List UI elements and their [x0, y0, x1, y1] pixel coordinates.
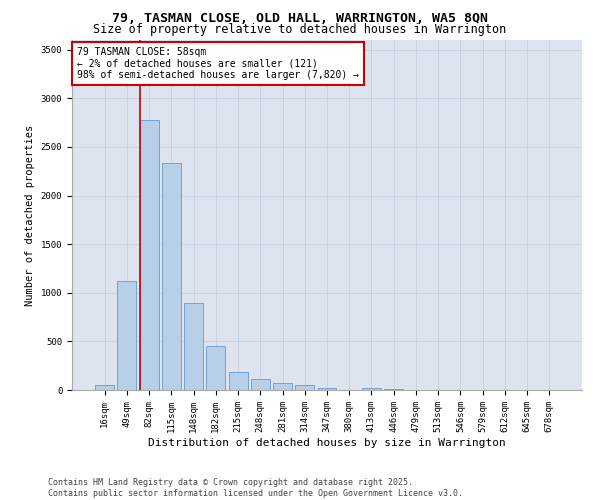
X-axis label: Distribution of detached houses by size in Warrington: Distribution of detached houses by size … [148, 438, 506, 448]
Bar [273, 382, 292, 390]
Bar [362, 388, 381, 390]
Bar [162, 162, 181, 390]
Bar [206, 346, 225, 390]
Text: Size of property relative to detached houses in Warrington: Size of property relative to detached ho… [94, 22, 506, 36]
Text: 79, TASMAN CLOSE, OLD HALL, WARRINGTON, WA5 8QN: 79, TASMAN CLOSE, OLD HALL, WARRINGTON, … [112, 12, 488, 26]
Bar [118, 281, 136, 390]
Text: 79 TASMAN CLOSE: 58sqm
← 2% of detached houses are smaller (121)
98% of semi-det: 79 TASMAN CLOSE: 58sqm ← 2% of detached … [77, 47, 359, 80]
Bar [95, 385, 114, 390]
Bar [229, 372, 248, 390]
Y-axis label: Number of detached properties: Number of detached properties [25, 124, 35, 306]
Bar [295, 384, 314, 390]
Bar [251, 379, 270, 390]
Bar [140, 120, 158, 390]
Bar [184, 304, 203, 390]
Text: Contains HM Land Registry data © Crown copyright and database right 2025.
Contai: Contains HM Land Registry data © Crown c… [48, 478, 463, 498]
Bar [384, 389, 403, 390]
Bar [317, 388, 337, 390]
